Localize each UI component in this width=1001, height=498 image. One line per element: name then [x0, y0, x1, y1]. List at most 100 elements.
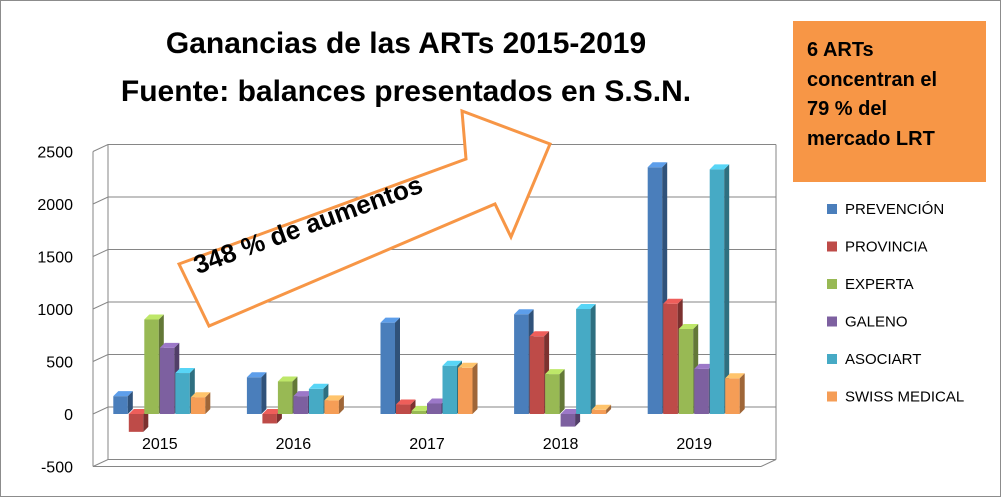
- bar-top: [458, 362, 478, 368]
- bar-top: [324, 395, 344, 401]
- legend-item: PROVINCIA: [827, 239, 928, 256]
- bar: [324, 395, 344, 414]
- bar-top: [591, 404, 612, 410]
- bar-front: [246, 377, 262, 414]
- bar: [190, 392, 211, 414]
- bar-side: [724, 164, 730, 414]
- legend-item: ASOCIART: [827, 351, 921, 368]
- bar-front: [725, 378, 740, 414]
- bar-top: [190, 392, 211, 398]
- legend: PREVENCIÓN PROVINCIA EXPERTA GALENO ASOCIART…: [827, 201, 964, 406]
- growth-arrow: 348 % de aumentos: [176, 108, 552, 328]
- chart-title: Ganancias de las ARTs 2015-2019: [166, 27, 646, 60]
- bar-top: [380, 317, 400, 323]
- bar-front: [324, 400, 339, 414]
- x-tick-label: 2019: [676, 436, 712, 453]
- bar-front: [175, 373, 190, 414]
- bar-top: [396, 399, 416, 405]
- bar: [591, 404, 612, 414]
- bar-front: [663, 303, 678, 414]
- legend-label: GALENO: [845, 314, 908, 331]
- y-tick-label: 500: [46, 355, 73, 372]
- legend-label: ASOCIART: [845, 351, 921, 368]
- bar-side: [739, 373, 745, 414]
- bar-top: [277, 376, 298, 382]
- bar-top: [663, 298, 683, 304]
- callout-line-1: 6 ARTs: [807, 39, 874, 61]
- x-axis-ticks: 2015 2016 2017 2018 2019: [142, 436, 712, 453]
- legend-label: EXPERTA: [845, 276, 914, 293]
- bar-top: [560, 409, 581, 414]
- bar-top: [128, 409, 149, 414]
- bar-front: [190, 397, 206, 414]
- bar-front: [380, 322, 395, 414]
- x-tick-label: 2017: [409, 436, 445, 453]
- y-tick-label: 2000: [37, 197, 73, 214]
- bar-top: [694, 363, 714, 369]
- bar-front: [647, 167, 663, 414]
- bar-side: [261, 372, 267, 414]
- bar-top: [576, 304, 596, 309]
- bar-front: [128, 414, 144, 432]
- bar: [396, 399, 416, 414]
- gridline: [92, 459, 776, 467]
- bar-side: [205, 392, 211, 414]
- bar: [128, 409, 149, 432]
- bar: [458, 362, 478, 414]
- bar-front: [560, 414, 576, 427]
- bar-front: [262, 414, 277, 424]
- callout-line-3: 79 % del: [807, 98, 887, 120]
- legend-swatch: [827, 279, 837, 289]
- bar-side: [395, 317, 400, 414]
- y-tick-label: 2500: [37, 145, 73, 162]
- bar-side: [338, 395, 344, 414]
- legend-label: PREVENCIÓN: [845, 201, 944, 218]
- bar-top: [411, 405, 431, 411]
- x-tick-label: 2015: [142, 436, 178, 453]
- callout-box: 6 ARTs concentran el 79 % del mercado LR…: [793, 21, 986, 182]
- bar-front: [159, 347, 175, 414]
- legend-item: PREVENCIÓN: [827, 201, 944, 218]
- bar: [545, 369, 565, 414]
- bar-front: [591, 409, 607, 414]
- legend-item: EXPERTA: [827, 276, 914, 293]
- legend-swatch: [827, 354, 837, 364]
- bar-side: [127, 391, 133, 414]
- bar-front: [529, 336, 545, 414]
- bar-front: [678, 328, 694, 414]
- y-tick-label: 1500: [37, 250, 73, 267]
- bar-top: [308, 383, 329, 389]
- callout-background: [793, 21, 986, 182]
- bar-top: [442, 360, 462, 366]
- x-tick-label: 2016: [276, 436, 312, 453]
- bar-side: [559, 369, 565, 414]
- legend-swatch: [827, 204, 837, 214]
- bar-top: [262, 409, 282, 414]
- bar-top: [427, 398, 447, 404]
- callout-line-4: mercado LRT: [807, 128, 935, 150]
- bar: [113, 391, 133, 414]
- bar-top: [175, 368, 195, 374]
- callout-line-2: concentran el: [807, 69, 937, 91]
- bar-front: [396, 404, 411, 414]
- legend-swatch: [827, 391, 837, 402]
- bar-front: [458, 367, 473, 414]
- x-tick-label: 2018: [543, 436, 579, 453]
- bar-front: [694, 368, 709, 414]
- gridline: [92, 144, 776, 152]
- bar-side: [606, 404, 612, 414]
- bars: [113, 162, 745, 432]
- bar: [576, 304, 596, 414]
- bar-top: [545, 369, 565, 375]
- legend-item: SWISS MEDICAL: [827, 389, 964, 406]
- gridlines: [92, 144, 777, 467]
- bar-top: [246, 372, 267, 378]
- bar-top: [529, 331, 550, 337]
- bar-front: [293, 396, 308, 414]
- bar: [709, 164, 730, 414]
- bar-front: [427, 403, 442, 414]
- y-tick-label: -500: [41, 460, 73, 477]
- bar-top: [647, 162, 668, 168]
